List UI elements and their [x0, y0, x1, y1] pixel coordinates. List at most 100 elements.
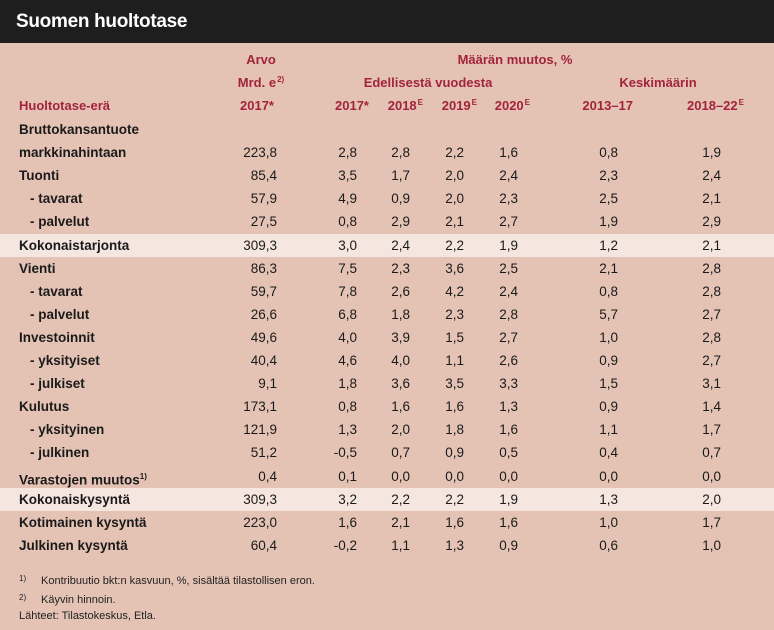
header-huoltotase-era: Huoltotase-erä: [19, 98, 111, 113]
row-value: 4,9: [338, 191, 357, 207]
row-value: 2,2: [445, 237, 464, 253]
row-value: 0,8: [599, 145, 618, 161]
row-value: 4,0: [338, 329, 357, 345]
row-value: 2,8: [499, 306, 518, 322]
row-label: Tuonti: [19, 168, 60, 184]
row-value: 2,7: [702, 306, 721, 322]
row-value: 0,0: [391, 468, 410, 484]
row-value: 0,0: [702, 468, 721, 484]
year-header-1: 2018E: [387, 98, 423, 113]
row-value: 1,5: [445, 329, 464, 345]
row-value: 0,9: [599, 353, 618, 368]
row-value: 1,8: [445, 422, 464, 438]
sources: Lähteet: Tilastokeskus, Etla.: [19, 610, 156, 622]
row-value: 3,9: [391, 329, 410, 345]
row-value: 3,5: [338, 168, 357, 184]
table-row: Kulutus 173,1 0,8 1,6 1,6 1,3 0,9 1,4: [0, 395, 774, 418]
table-title: Suomen huoltotase: [0, 0, 774, 43]
table-row: - tavarat 57,9 4,9 0,9 2,0 2,3 2,5 2,1: [0, 187, 774, 210]
header-keskimaarin: Keskimäärin: [619, 75, 697, 90]
row-value: 2,4: [391, 237, 410, 253]
row-value: 309,3: [243, 237, 277, 253]
header-unit: Mrd. e2): [237, 75, 285, 90]
row-value: 2,2: [445, 491, 464, 507]
row-value: 2,1: [599, 260, 618, 276]
avg-header-1: 2018–22E: [687, 98, 744, 113]
row-value: 0,5: [499, 445, 518, 461]
table-row: markkinahintaan 223,8 2,8 2,8 2,2 1,6 0,8 1,9: [0, 141, 774, 164]
row-label: Vienti: [19, 260, 56, 276]
row-value: 2,4: [702, 168, 721, 184]
row-value: 51,2: [250, 445, 277, 461]
row-label: - yksityinen: [30, 422, 105, 438]
row-value: 6,8: [338, 306, 357, 322]
table-row: Julkinen kysyntä 60,4 -0,2 1,1 1,3 0,9 0,6 1,0: [0, 534, 774, 557]
row-value: 1,7: [391, 168, 410, 184]
row-label: - tavarat: [30, 283, 83, 299]
row-value: 1,6: [499, 145, 518, 161]
row-value: -0,2: [333, 537, 357, 553]
row-value: 2,7: [499, 214, 518, 230]
row-value: 2,0: [445, 191, 464, 207]
row-value: 1,1: [445, 353, 464, 368]
row-value: 9,1: [258, 376, 277, 392]
row-value: 2,6: [499, 353, 518, 368]
row-value: 2,3: [445, 306, 464, 322]
header-value-year: 2017*: [240, 98, 274, 113]
row-label: markkinahintaan: [19, 145, 127, 161]
table-row: - palvelut 26,6 6,8 1,8 2,3 2,8 5,7 2,7: [0, 303, 774, 326]
row-value: 1,9: [499, 491, 518, 507]
table-row: Varastojen muutos1) 0,4 0,1 0,0 0,0 0,0 0,0 0,0: [0, 465, 774, 488]
table-row: - yksityinen 121,9 1,3 2,0 1,8 1,6 1,1 1,7: [0, 418, 774, 441]
row-value: 1,0: [702, 537, 721, 553]
row-value: 2,2: [391, 491, 410, 507]
row-value: 49,6: [250, 329, 277, 345]
table-row: Vienti 86,3 7,5 2,3 3,6 2,5 2,1 2,8: [0, 257, 774, 280]
row-value: 5,7: [599, 306, 618, 322]
row-value: 1,1: [599, 422, 618, 438]
row-label: Investoinnit: [19, 329, 95, 345]
table-row: Investoinnit 49,6 4,0 3,9 1,5 2,7 1,0 2,8: [0, 326, 774, 349]
table-row: - julkiset 9,1 1,8 3,6 3,5 3,3 1,5 3,1: [0, 372, 774, 395]
row-value: 0,9: [391, 191, 410, 207]
row-value: 2,3: [599, 168, 618, 184]
row-value: 0,6: [599, 537, 618, 553]
table-row: - julkinen 51,2 -0,5 0,7 0,9 0,5 0,4 0,7: [0, 441, 774, 464]
row-value: 40,4: [250, 353, 277, 368]
row-value: 2,6: [391, 283, 410, 299]
row-value: 1,0: [599, 514, 618, 530]
row-value: 7,8: [338, 283, 357, 299]
row-value: 3,6: [391, 376, 410, 392]
row-label: Julkinen kysyntä: [19, 537, 128, 553]
row-value: 1,5: [599, 376, 618, 392]
row-value: 2,9: [391, 214, 410, 230]
row-label: - palvelut: [30, 214, 90, 230]
row-value: 2,8: [702, 329, 721, 345]
row-value: 2,1: [445, 214, 464, 230]
row-value: 1,6: [445, 399, 464, 415]
row-value: 7,5: [338, 260, 357, 276]
row-value: 0,8: [599, 283, 618, 299]
row-value: 0,0: [445, 468, 464, 484]
table-row: - yksityiset 40,4 4,6 4,0 1,1 2,6 0,9 2,7: [0, 349, 774, 372]
row-value: 2,7: [702, 353, 721, 368]
row-value: 26,6: [250, 306, 277, 322]
row-value: 85,4: [250, 168, 277, 184]
row-value: 3,3: [499, 376, 518, 392]
row-value: 2,5: [499, 260, 518, 276]
row-value: 2,8: [702, 260, 721, 276]
row-value: 2,9: [702, 214, 721, 230]
row-label: - julkiset: [30, 376, 85, 392]
row-value: 4,6: [338, 353, 357, 368]
row-label: Kulutus: [19, 399, 70, 415]
row-value: 2,3: [391, 260, 410, 276]
row-value: 0,4: [258, 468, 277, 484]
table-row: - tavarat 59,7 7,8 2,6 4,2 2,4 0,8 2,8: [0, 280, 774, 303]
row-value: 0,0: [499, 468, 518, 484]
avg-header-0: 2013–17: [582, 98, 633, 113]
row-value: 2,0: [702, 491, 721, 507]
row-value: 59,7: [250, 283, 277, 299]
row-value: 3,1: [702, 376, 721, 392]
row-value: 1,6: [391, 399, 410, 415]
row-value: 1,3: [338, 422, 357, 438]
